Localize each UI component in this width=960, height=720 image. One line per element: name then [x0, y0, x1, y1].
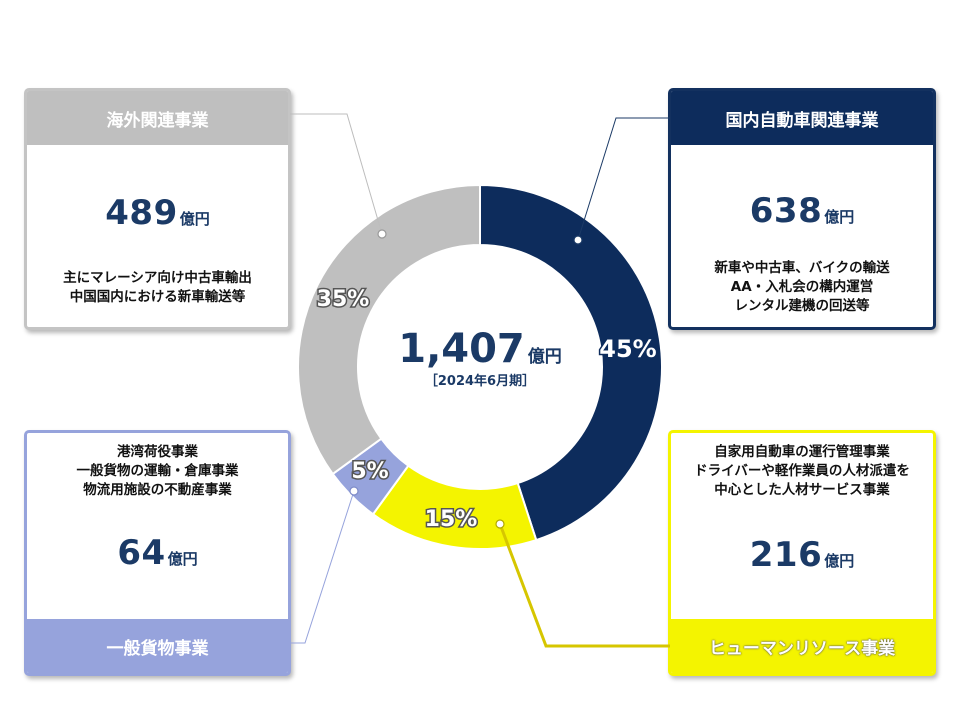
segment-amount-overseas: 489 億円	[27, 193, 288, 233]
segment-card-human: 自家用自動車の運行管理事業 ドライバーや軽作業員の人材派遣を 中心とした人材サー…	[668, 430, 936, 676]
leader-dot-human	[495, 519, 505, 529]
segment-card-domestic: 国内自動車関連事業 638 億円 新車や中古車、バイクの輸送 AA・入札会の構内運…	[668, 88, 936, 330]
segment-amount-human: 216 億円	[671, 535, 933, 575]
center-total-value: 1,407	[398, 326, 525, 372]
percent-labels: 45% 15% 5% 35%	[315, 286, 658, 534]
amount-unit: 億円	[167, 550, 198, 568]
leader-lines	[290, 113, 670, 648]
segment-title-overseas: 海外関連事業	[27, 91, 288, 145]
segment-title-domestic: 国内自動車関連事業	[671, 91, 933, 145]
segment-amount-cargo: 64 億円	[27, 533, 288, 573]
description-line: 一般貨物の運輸・倉庫事業	[76, 463, 239, 479]
description-line: AA・入札会の構内運営	[730, 279, 874, 295]
amount-unit: 億円	[824, 208, 855, 226]
percent-label-cargo: 5%	[351, 459, 388, 484]
percent-label-overseas: 35%	[317, 287, 370, 312]
description-line: 自家用自動車の運行管理事業	[714, 444, 890, 460]
description-line: 新車や中古車、バイクの輸送	[714, 260, 890, 276]
donut-slice-domestic	[479, 183, 663, 542]
leader-dot-cargo	[349, 486, 359, 496]
segment-description-cargo: 港湾荷役事業 一般貨物の運輸・倉庫事業 物流用施設の不動産事業	[27, 443, 288, 500]
amount-unit: 億円	[824, 552, 855, 570]
center-total-unit: 億円	[528, 346, 562, 367]
amount-value: 216	[749, 535, 823, 575]
segment-description-overseas: 主にマレーシア向け中古車輸出 中国国内における新車輸送等	[27, 269, 288, 307]
percent-label-domestic: 45%	[599, 335, 656, 363]
leader-dot-overseas	[377, 229, 387, 239]
leader-dot-domestic	[573, 235, 583, 245]
leader-line-human	[498, 523, 670, 648]
donut-slice-overseas	[297, 183, 481, 476]
amount-unit: 億円	[179, 210, 210, 228]
amount-value: 489	[105, 193, 178, 233]
segment-amount-domestic: 638 億円	[671, 191, 933, 231]
segment-card-cargo: 港湾荷役事業 一般貨物の運輸・倉庫事業 物流用施設の不動産事業 64 億円 一般貨…	[24, 430, 291, 676]
description-line: レンタル建機の回送等	[734, 298, 870, 314]
leader-line-cargo	[290, 490, 355, 644]
segment-title-cargo: 一般貨物事業	[27, 619, 288, 673]
amount-value: 64	[117, 533, 166, 573]
description-line: ドライバーや軽作業員の人材派遣を	[694, 463, 910, 479]
leader-line-domestic	[577, 117, 670, 241]
segment-card-overseas: 海外関連事業 489 億円 主にマレーシア向け中古車輸出 中国国内における新車輸送…	[24, 88, 291, 330]
leader-line-overseas	[290, 113, 383, 235]
description-line: 中心とした人材サービス事業	[714, 482, 890, 498]
amount-value: 638	[749, 191, 823, 231]
donut-center: 1,407 億円 ［2024年6月期］	[398, 326, 562, 389]
segment-description-domestic: 新車や中古車、バイクの輸送 AA・入札会の構内運営 レンタル建機の回送等	[671, 259, 933, 316]
segment-description-human: 自家用自動車の運行管理事業 ドライバーや軽作業員の人材派遣を 中心とした人材サー…	[671, 443, 933, 500]
description-line: 中国国内における新車輸送等	[69, 289, 246, 305]
percent-label-human: 15%	[425, 507, 478, 532]
description-line: 主にマレーシア向け中古車輸出	[63, 270, 252, 286]
center-total: 1,407 億円	[398, 326, 562, 372]
center-period: ［2024年6月期］	[425, 373, 535, 389]
description-line: 港湾荷役事業	[117, 444, 198, 460]
description-line: 物流用施設の不動産事業	[83, 482, 232, 498]
donut-slices	[297, 183, 663, 550]
segment-title-human: ヒューマンリソース事業	[671, 619, 933, 673]
